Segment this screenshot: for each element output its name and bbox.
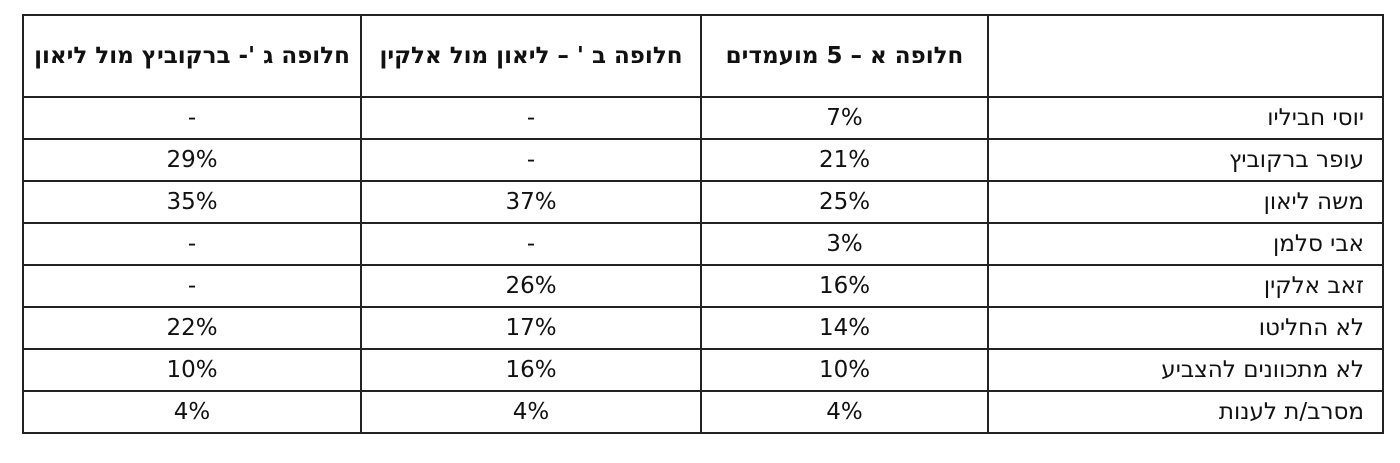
table-body: יוסי חביליו 7% - - עופר ברקוביץ 21% -29% משה לי…: [22, 96, 1384, 434]
table-row: זאב אלקין 16% 26% -: [22, 264, 1384, 308]
row-label: עופר ברקוביץ: [987, 138, 1384, 182]
table-row: יוסי חביליו 7% - -: [22, 96, 1384, 140]
table-row: לא מתכוונים להצביע 10% 16% 10%: [22, 348, 1384, 392]
row-label: מסרב/ת לענות: [987, 390, 1384, 434]
header-cell: חלופה א – 5 מועמדים: [700, 14, 989, 98]
header-row: חלופה א – 5 מועמדים חלופה ב ' – ליאון מול…: [22, 14, 1384, 98]
value-cell: 4%: [700, 390, 989, 434]
header-cell: חלופה ב ' – ליאון מול אלקין: [360, 14, 702, 98]
table-row: מסרב/ת לענות 4% 4% 4%: [22, 390, 1384, 434]
value-cell: 25%: [700, 180, 989, 224]
value-cell: 7%: [700, 96, 989, 140]
header-cell: חלופה ג '- ברקוביץ מול ליאון: [22, 14, 362, 98]
value-cell: 4%: [22, 390, 362, 434]
value-cell: 37%: [360, 180, 702, 224]
value-cell: 26%: [360, 264, 702, 308]
value-cell: -: [360, 222, 702, 266]
header-cell: [987, 14, 1384, 98]
value-cell: 35%: [22, 180, 362, 224]
value-cell: -: [22, 222, 362, 266]
row-label: לא החליטו: [987, 306, 1384, 350]
row-label: זאב אלקין: [987, 264, 1384, 308]
table-row: משה ליאון 25% 37% 35%: [22, 180, 1384, 224]
value-cell: 10%: [22, 348, 362, 392]
value-cell: 10%: [700, 348, 989, 392]
value-cell: -: [360, 138, 702, 182]
value-cell: 21%: [700, 138, 989, 182]
value-cell: 29%: [22, 138, 362, 182]
value-cell: 22%: [22, 306, 362, 350]
value-cell: -: [22, 96, 362, 140]
value-cell: 4%: [360, 390, 702, 434]
row-label: משה ליאון: [987, 180, 1384, 224]
results-table: חלופה א – 5 מועמדים חלופה ב ' – ליאון מול…: [22, 14, 1384, 434]
value-cell: 3%: [700, 222, 989, 266]
value-cell: -: [360, 96, 702, 140]
value-cell: 16%: [360, 348, 702, 392]
table-row: לא החליטו 14% 17% 22%: [22, 306, 1384, 350]
value-cell: 17%: [360, 306, 702, 350]
row-label: לא מתכוונים להצביע: [987, 348, 1384, 392]
row-label: אבי סלמן: [987, 222, 1384, 266]
value-cell: 16%: [700, 264, 989, 308]
value-cell: -: [22, 264, 362, 308]
table-row: אבי סלמן 3% - -: [22, 222, 1384, 266]
table-row: עופר ברקוביץ 21% -29%: [22, 138, 1384, 182]
row-label: יוסי חביליו: [987, 96, 1384, 140]
value-cell: 14%: [700, 306, 989, 350]
